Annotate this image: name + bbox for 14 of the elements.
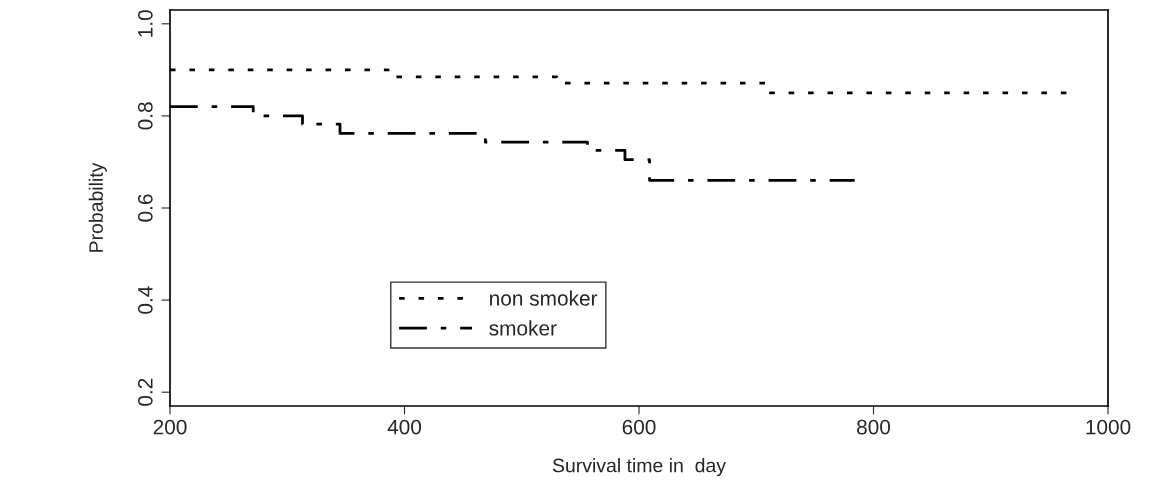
y-tick-label: 1.0	[137, 10, 153, 37]
x-axis-title: Survival time in day	[552, 458, 726, 477]
x-tick-label: 600	[622, 419, 656, 435]
y-tick-label: 0.4	[137, 286, 153, 314]
y-tick-label: 0.2	[137, 378, 153, 406]
legend-label: non smoker	[490, 290, 598, 306]
x-tick-label: 400	[387, 419, 422, 435]
y-tick-label: 0.6	[137, 194, 153, 222]
x-tick-label: 200	[153, 419, 187, 435]
y-axis-title: Probability	[88, 162, 107, 252]
x-tick-label: 800	[857, 419, 891, 435]
legend-label: smoker	[489, 320, 557, 336]
x-tick-label: 1000	[1086, 419, 1131, 435]
y-tick-label: 0.8	[137, 102, 153, 130]
